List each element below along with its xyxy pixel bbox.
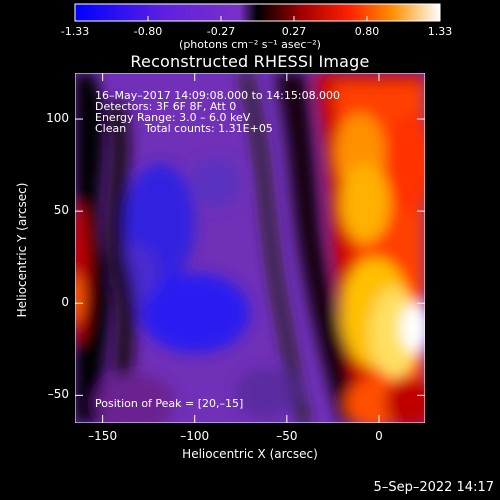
y-tick-label: –50 — [47, 387, 69, 402]
annotation-time-range: 16–May–2017 14:09:08.000 to 14:15:08.000 — [95, 89, 341, 102]
emission-map — [75, 73, 425, 423]
y-tick-label: 0 — [61, 295, 69, 310]
x-tick-label: –150 — [88, 429, 118, 443]
rhessi-image — [75, 73, 425, 423]
x-axis-label: Heliocentric X (arcsec) — [182, 447, 318, 461]
annotation-peak: Position of Peak = [20,–15] — [95, 397, 244, 410]
x-tick-label: –50 — [276, 429, 298, 443]
colorbar-units: (photons cm⁻² s⁻¹ asec⁻²) — [179, 38, 321, 51]
y-tick-label: 50 — [53, 203, 69, 218]
y-axis-label: Heliocentric Y (arcsec) — [15, 182, 29, 318]
colorbar-tick-label: 1.33 — [427, 25, 453, 38]
colorbar-tick-label: -0.27 — [206, 25, 236, 38]
x-tick-label: –100 — [180, 429, 210, 443]
x-tick-label: 0 — [375, 429, 383, 443]
colorbar-tick-label: 0.80 — [354, 25, 380, 38]
y-tick-label: 100 — [46, 111, 69, 126]
annotation-detectors: Detectors: 3F 6F 8F, Att 0 — [95, 100, 237, 113]
timestamp: 5–Sep–2022 14:17 — [373, 480, 494, 495]
colorbar-tick-label: 0.27 — [281, 25, 307, 38]
colorbar-tick-label: -0.80 — [133, 25, 163, 38]
annotation-energy: Energy Range: 3.0 – 6.0 keV — [95, 111, 251, 124]
colorbar-ticks-layer — [74, 3, 441, 22]
annotation-counts: Total counts: 1.31E+05 — [145, 122, 273, 135]
colorbar-tick-label: -1.33 — [60, 25, 90, 38]
image-title: Reconstructed RHESSI Image — [130, 52, 370, 71]
colorbar-gradient — [74, 3, 441, 22]
axis-ticks — [75, 73, 425, 423]
annotation-method: Clean — [95, 122, 127, 135]
